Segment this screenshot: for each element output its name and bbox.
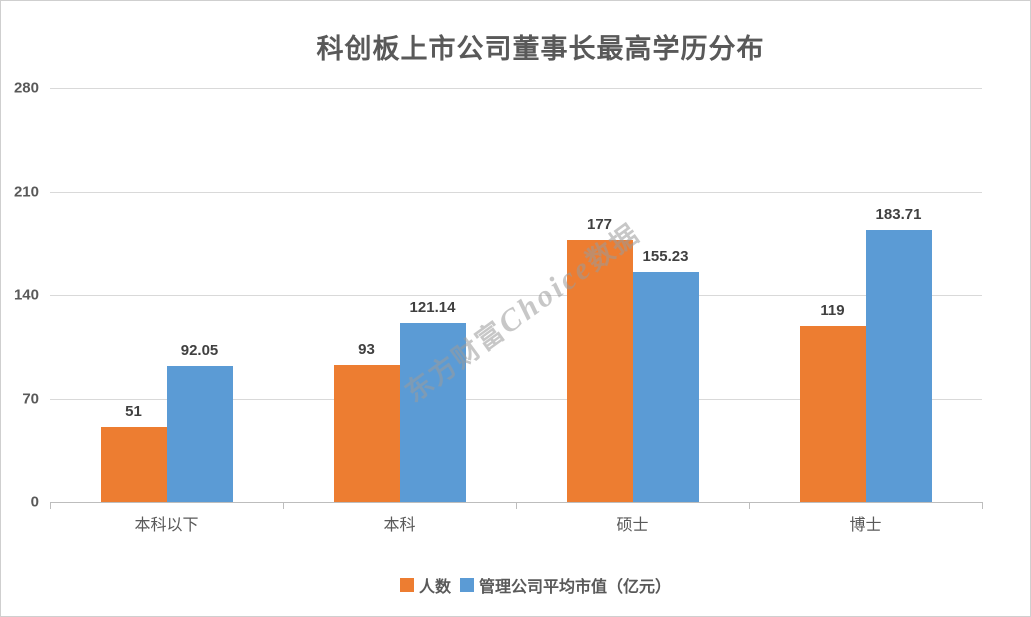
y-tick-label-210: 210 [13,183,39,200]
x-axis-tick [982,502,983,509]
y-tick-label-140: 140 [13,286,39,304]
x-category-label-博士: 博士 [849,517,882,534]
x-axis-tick [283,502,284,509]
legend-item-shizhi: 管理公司平均市值（亿元） [460,573,671,597]
y-tick-label-0: 0 [30,493,39,511]
bar-value-label: 155.23 [642,248,689,266]
y-tick-label-280: 280 [13,79,39,97]
bar-人数-硕士: 177 [566,216,633,502]
x-axis-tick [749,502,750,509]
bar-value-label: 119 [820,302,845,320]
plot-area: 51 92.05 93 121.14 177 155.23 119 183.71 [50,88,983,509]
bar-group-硕士: 177 155.23 [516,88,749,502]
legend-swatch-blue [460,578,474,592]
x-axis-tick [50,502,51,509]
legend: 人数 管理公司平均市值（亿元） [1,571,1030,599]
bar-管理公司平均市值（亿元）-硕士: 155.23 [632,248,699,502]
x-category-label-本科以下: 本科以下 [134,517,199,534]
y-tick-label-70: 70 [22,390,39,407]
gridline-70 [50,398,982,400]
x-axis-tick [516,502,517,509]
bar-value-label: 92.05 [180,341,219,359]
bar-人数-博士: 119 [799,302,866,502]
gridline-140 [50,295,982,296]
y-axis: 0 70 140 210 280 [1,80,39,511]
bar-value-label: 93 [358,340,375,358]
gridline-210 [50,191,982,193]
legend-item-renshu: 人数 [399,573,451,597]
bar-value-label: 121.14 [409,298,456,316]
x-axis: 本科以下 本科 硕士 博士 [50,511,982,535]
legend-swatch-orange [399,578,414,592]
chart-title: 科创板上市公司董事长最高学历分布 [316,34,765,64]
x-category-label-硕士: 硕士 [616,517,649,534]
bar-value-label: 183.71 [875,206,922,224]
bar-管理公司平均市值（亿元）-本科以下: 92.05 [166,342,233,502]
bar-管理公司平均市值（亿元）-博士: 183.71 [865,206,932,502]
gridline-280 [50,88,982,89]
bar-value-label: 51 [125,402,142,420]
bar-管理公司平均市值（亿元）-本科: 121.14 [399,299,466,502]
legend-label-renshu: 人数 [418,579,451,596]
bar-value-label: 177 [586,216,613,234]
legend-label-shizhi: 管理公司平均市值（亿元） [479,579,672,596]
bar-group-本科以下: 51 92.05 [50,88,283,502]
bar-group-博士: 119 183.71 [749,88,982,502]
bar-group-本科: 93 121.14 [283,88,516,502]
bar-人数-本科以下: 51 [100,403,167,502]
bar-人数-本科: 93 [333,341,400,502]
x-category-label-本科: 本科 [383,517,416,534]
